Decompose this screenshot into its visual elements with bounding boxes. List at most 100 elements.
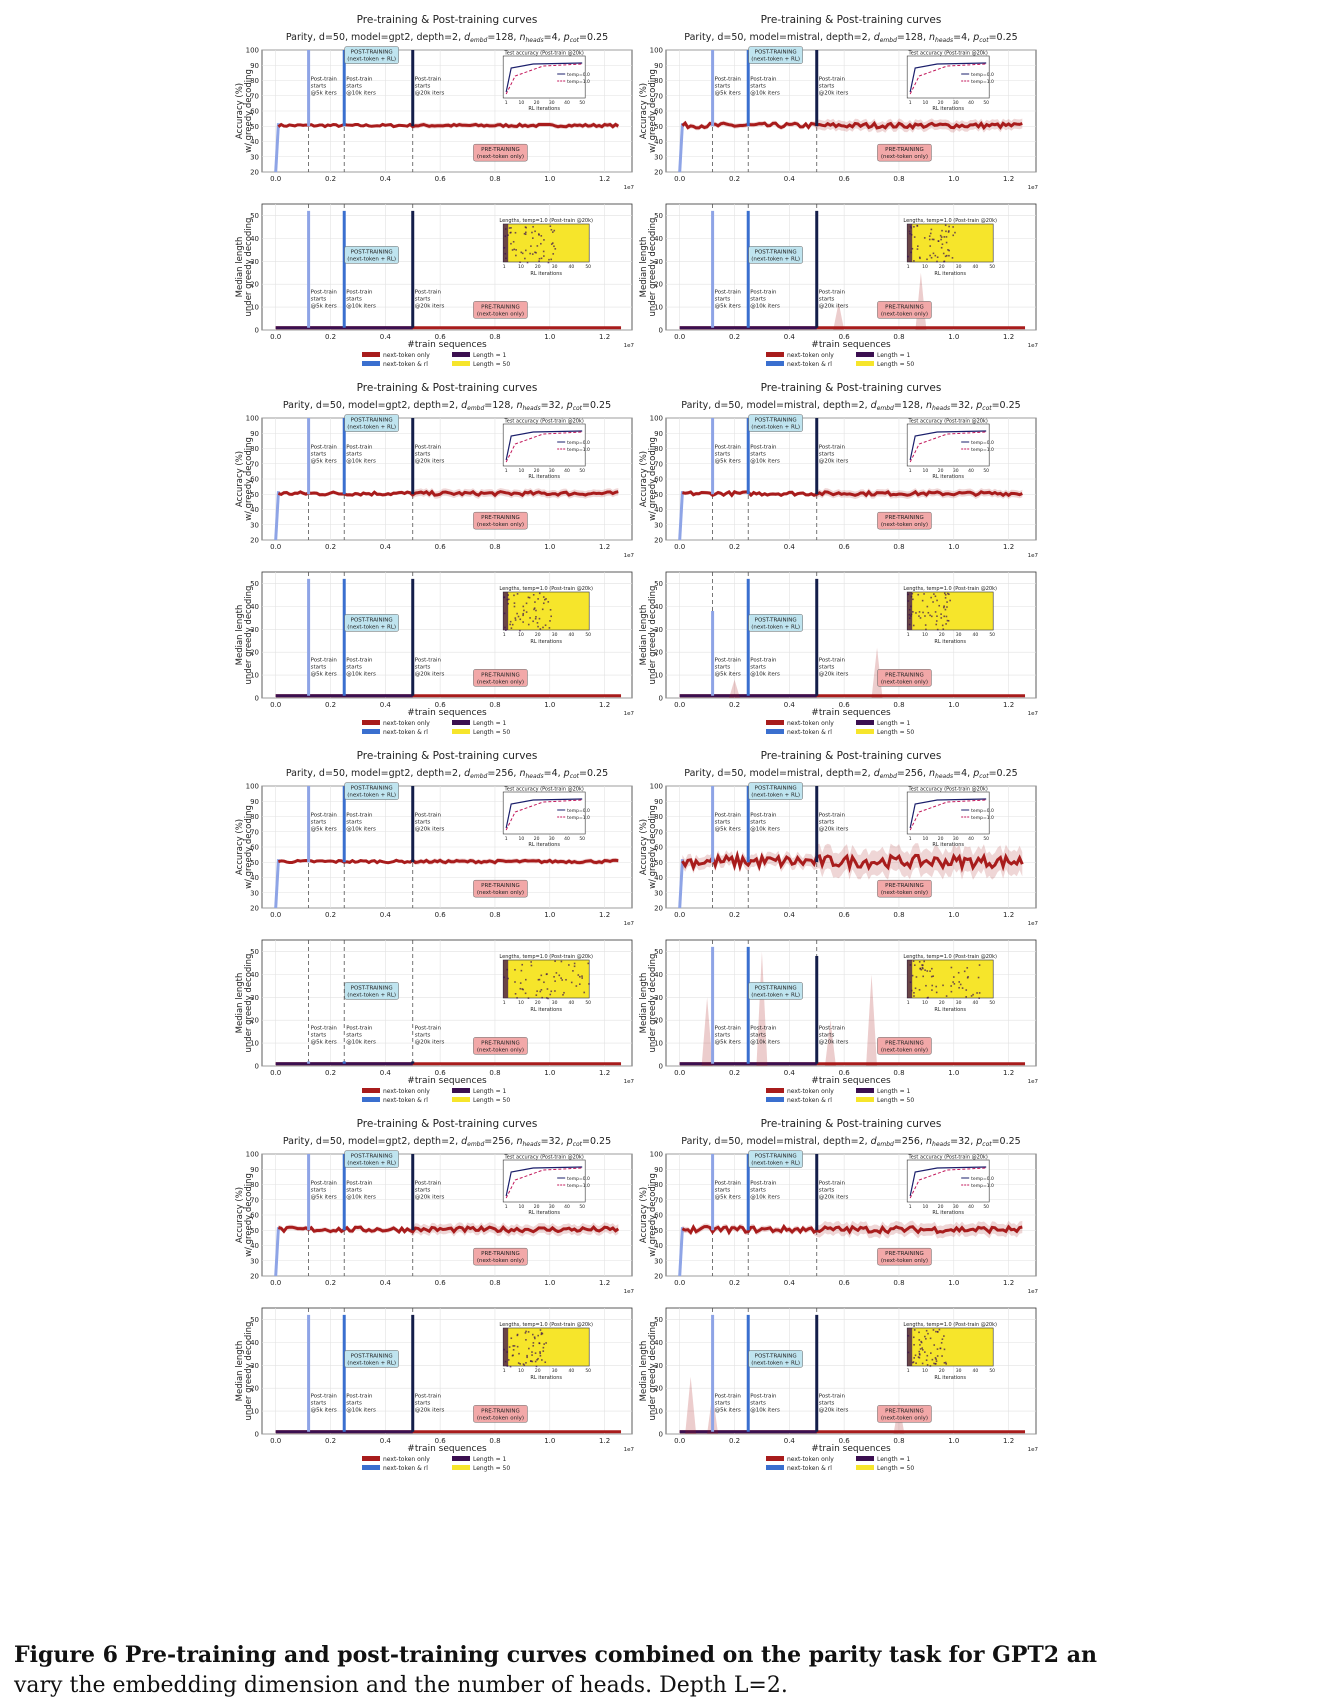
inset-len-cell bbox=[926, 1354, 929, 1357]
inset-len-cell bbox=[913, 225, 915, 228]
acc-ytick-label: 100 bbox=[246, 47, 259, 55]
inset-len-cell bbox=[963, 970, 966, 973]
len-xlabel: #train sequences bbox=[811, 708, 891, 718]
post-train-starts-label-2: Post-train bbox=[346, 1025, 373, 1031]
inset-acc-xtick: 20 bbox=[534, 100, 540, 106]
inset-len-dark-column bbox=[503, 960, 509, 998]
post-train-starts-label-1: @5k iters bbox=[311, 1407, 337, 1413]
inset-len-cell bbox=[931, 238, 934, 241]
inset-len-xtick: 1 bbox=[907, 1368, 910, 1374]
inset-acc-temp0-line bbox=[505, 430, 583, 461]
acc-post-training-box-line1: POST-TRAINING bbox=[755, 786, 797, 792]
inset-len-cell bbox=[947, 231, 950, 233]
post-train-starts-label-1: Post-train bbox=[311, 813, 338, 819]
post-train-starts-label-3: @20k iters bbox=[415, 1407, 445, 1413]
legend-label: next-token & rl bbox=[383, 361, 428, 368]
inset-len-cell bbox=[943, 236, 946, 238]
post-train-starts-label-1: starts bbox=[311, 452, 327, 458]
post-train-starts-label-2: @10k iters bbox=[346, 671, 376, 677]
post-train-starts-label-1: @5k iters bbox=[715, 303, 741, 309]
len-ylabel-line2: under greedy decoding bbox=[244, 218, 254, 317]
acc-ytick-label: 60 bbox=[250, 476, 259, 484]
len-ytick-label: 50 bbox=[654, 212, 663, 220]
len-ytick-label: 40 bbox=[250, 1339, 259, 1347]
inset-len-cell bbox=[943, 1348, 946, 1351]
inset-len-cell bbox=[534, 1352, 537, 1354]
inset-len-xtick: 1 bbox=[503, 264, 506, 270]
post-train-starts-label-1: Post-train bbox=[311, 289, 338, 295]
inset-len-cell bbox=[954, 231, 956, 234]
len-xtick-label: 0.0 bbox=[674, 1437, 685, 1445]
post-train-starts-label-2: Post-train bbox=[750, 1025, 777, 1031]
subtitle-embd-sub: embd bbox=[880, 37, 897, 44]
post-train-starts-label-1: Post-train bbox=[311, 445, 338, 451]
inset-len-cell bbox=[550, 243, 553, 245]
inset-len-xtick: 20 bbox=[939, 1368, 945, 1374]
subtitle-heads-val: =32, bbox=[950, 400, 976, 411]
inset-acc-xtick: 40 bbox=[564, 100, 570, 106]
acc-pretrain-line bbox=[277, 1224, 620, 1235]
len-xtick-label: 0.0 bbox=[674, 333, 685, 341]
inset-len-xtick: 50 bbox=[989, 1000, 995, 1006]
inset-len-cell bbox=[524, 233, 527, 236]
inset-len-cell bbox=[553, 229, 556, 232]
inset-len-cell bbox=[545, 1342, 547, 1344]
inset-len-cell bbox=[952, 976, 955, 978]
inset-len-cell bbox=[537, 625, 539, 628]
post-train-starts-label-2: starts bbox=[750, 84, 766, 90]
inset-len-cell bbox=[533, 607, 536, 609]
subtitle-pcot-sub: cot bbox=[570, 37, 580, 44]
len-xtick-label: 0.0 bbox=[270, 333, 281, 341]
inset-acc-legend-temp1: temp=1.0 bbox=[567, 815, 590, 821]
len-post-training-box-line1: POST-TRAINING bbox=[755, 617, 797, 623]
inset-acc-xtick: 50 bbox=[983, 468, 989, 474]
subtitle-part: Parity, d=50, model=mistral, depth=2, bbox=[684, 32, 873, 43]
inset-acc-xlabel: RL iterations bbox=[528, 474, 560, 480]
post-train-starts-label-2: starts bbox=[750, 1400, 766, 1406]
post-train-starts-label-1: starts bbox=[715, 820, 731, 826]
subtitle-heads: n bbox=[926, 1136, 932, 1147]
subtitle-embd-sub: embd bbox=[877, 405, 894, 412]
acc-post-training-box-line1: POST-TRAINING bbox=[351, 418, 393, 424]
chart-title: Pre-training & Post-training curves bbox=[761, 750, 942, 762]
post-train-starts-label-1: Post-train bbox=[311, 657, 338, 663]
inset-len-xtick: 20 bbox=[939, 264, 945, 270]
acc-xtick-label: 0.4 bbox=[784, 175, 796, 183]
subtitle-pcot: p bbox=[566, 1136, 573, 1147]
post-train-starts-label-3: starts bbox=[415, 452, 431, 458]
acc-post-training-box-line1: POST-TRAINING bbox=[755, 1154, 797, 1160]
len-xtick-label: 1.2 bbox=[599, 1069, 610, 1077]
inset-len-cell bbox=[510, 227, 512, 229]
inset-len-cell bbox=[913, 260, 915, 262]
acc-initial-rise bbox=[274, 491, 280, 541]
post-train-starts-label-3: Post-train bbox=[819, 1393, 846, 1399]
acc-xtick-label: 0.8 bbox=[489, 543, 500, 551]
acc-post-training-box bbox=[748, 46, 803, 64]
acc-pre-training-box-line1: PRE-TRAINING bbox=[885, 883, 924, 889]
inset-len-cell bbox=[914, 1354, 917, 1357]
inset-len-cell bbox=[928, 235, 931, 237]
inset-acc-legend-temp0: temp=0.0 bbox=[567, 72, 590, 78]
post-train-starts-label-3: Post-train bbox=[819, 657, 846, 663]
subtitle-pcot-sub: cot bbox=[979, 773, 989, 780]
len-xtick-label: 0.2 bbox=[729, 333, 740, 341]
acc-post-training-box-line2: (next-token + RL) bbox=[751, 793, 800, 799]
inset-acc-xtick: 40 bbox=[968, 100, 974, 106]
acc-xtick-label: 0.0 bbox=[674, 911, 685, 919]
acc-ylabel-line2: w/ greedy decoding bbox=[648, 69, 658, 153]
inset-len-cell bbox=[923, 593, 925, 595]
inset-acc-xtick: 50 bbox=[579, 100, 585, 106]
post-train-starts-label-1: @5k iters bbox=[715, 1407, 741, 1413]
inset-len-cell bbox=[925, 628, 927, 631]
len-ytick-label: 50 bbox=[250, 948, 259, 956]
acc-pre-training-box bbox=[473, 1247, 528, 1266]
subtitle-heads: n bbox=[929, 768, 935, 779]
inset-len-cell bbox=[538, 233, 540, 235]
inset-len-cell bbox=[523, 609, 525, 612]
inset-len-cell bbox=[553, 976, 555, 978]
chart-title: Pre-training & Post-training curves bbox=[761, 14, 942, 26]
inset-len-cell bbox=[509, 1365, 512, 1368]
inset-len-cell bbox=[553, 245, 555, 248]
inset-len-cell bbox=[918, 989, 921, 991]
inset-len-cell bbox=[519, 261, 521, 264]
